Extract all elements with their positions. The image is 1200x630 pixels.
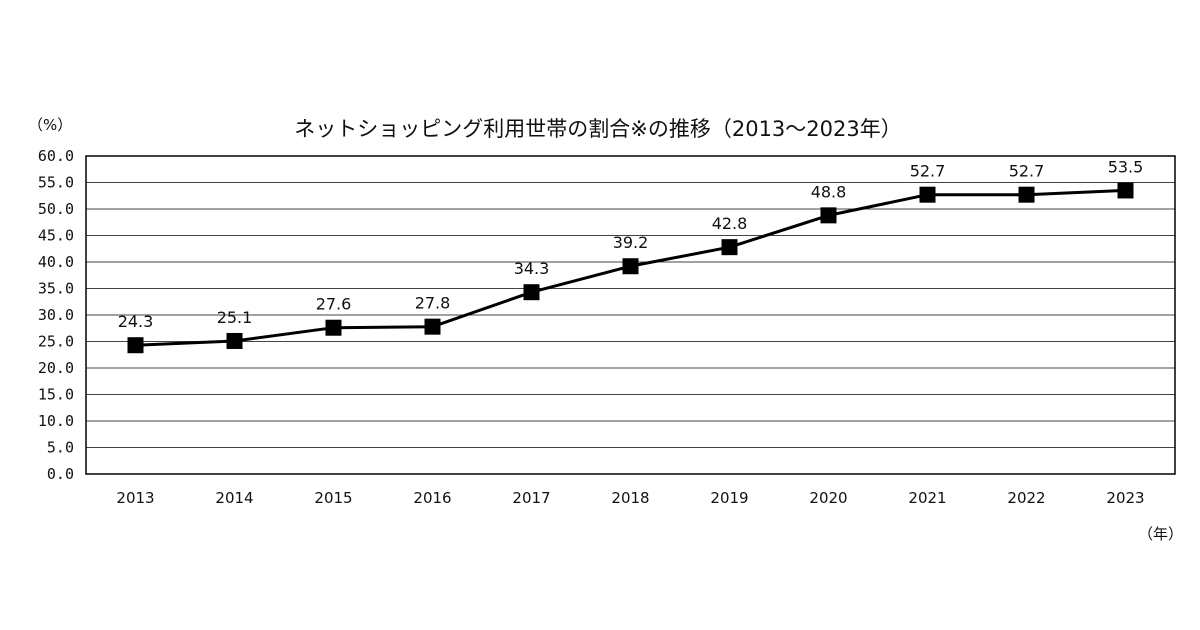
x-axis-ticks: 2013 2014 2015 2016 2017 2018 2019 2020 2021 2022… <box>116 489 1144 507</box>
y-tick-label: 15.0 <box>38 386 74 404</box>
data-label: 27.8 <box>415 294 451 313</box>
data-label: 48.8 <box>811 182 847 201</box>
y-axis-ticks: 0.0 5.0 10.0 15.0 20.0 25.0 30.0 35.0 40.0 45.0 50… <box>38 147 74 483</box>
y-tick-label: 40.0 <box>38 253 74 271</box>
x-tick-label: 2019 <box>710 489 748 507</box>
x-tick-label: 2015 <box>314 489 352 507</box>
y-tick-label: 60.0 <box>38 147 74 165</box>
data-label: 34.3 <box>514 259 550 278</box>
data-point-marker <box>820 207 837 224</box>
data-point-marker <box>226 332 243 349</box>
data-label: 39.2 <box>613 233 649 252</box>
data-point-marker <box>127 337 144 354</box>
x-tick-label: 2023 <box>1106 489 1144 507</box>
data-label: 42.8 <box>712 214 748 233</box>
data-point-marker <box>1018 186 1035 203</box>
plot-area <box>85 155 1176 475</box>
y-tick-label: 35.0 <box>38 280 74 298</box>
x-tick-label: 2013 <box>116 489 154 507</box>
data-label: 24.3 <box>118 312 154 331</box>
data-labels: 24.3 25.1 27.6 27.8 34.3 39.2 42.8 48.8 52.7 52.7… <box>118 157 1144 331</box>
y-tick-label: 5.0 <box>47 439 74 457</box>
y-axis-unit: （%） <box>28 116 72 134</box>
x-tick-label: 2022 <box>1007 489 1045 507</box>
data-label: 25.1 <box>217 308 253 327</box>
series-layer <box>127 182 1134 354</box>
data-label: 52.7 <box>1009 162 1045 181</box>
x-tick-label: 2021 <box>908 489 946 507</box>
x-tick-label: 2014 <box>215 489 253 507</box>
y-tick-label: 0.0 <box>47 465 74 483</box>
data-label: 52.7 <box>910 162 946 181</box>
x-tick-label: 2020 <box>809 489 847 507</box>
data-point-marker <box>919 186 936 203</box>
data-point-marker <box>622 258 639 275</box>
chart-title: ネットショッピング利用世帯の割合※の推移（2013～2023年） <box>294 117 901 141</box>
data-point-marker <box>721 239 738 256</box>
y-tick-label: 20.0 <box>38 359 74 377</box>
y-tick-label: 30.0 <box>38 306 74 324</box>
x-axis-unit: （年） <box>1138 525 1183 543</box>
gridlines <box>86 182 1175 448</box>
y-tick-label: 50.0 <box>38 200 74 218</box>
data-point-marker <box>424 318 441 335</box>
y-tick-label: 25.0 <box>38 333 74 351</box>
data-label: 27.6 <box>316 295 352 314</box>
y-tick-label: 45.0 <box>38 227 74 245</box>
data-point-marker <box>523 284 540 301</box>
x-tick-label: 2017 <box>512 489 550 507</box>
data-point-marker <box>325 319 342 336</box>
x-tick-label: 2018 <box>611 489 649 507</box>
data-point-marker <box>1117 182 1134 199</box>
x-tick-label: 2016 <box>413 489 451 507</box>
y-tick-label: 55.0 <box>38 174 74 192</box>
y-tick-label: 10.0 <box>38 412 74 430</box>
data-label: 53.5 <box>1108 157 1144 176</box>
